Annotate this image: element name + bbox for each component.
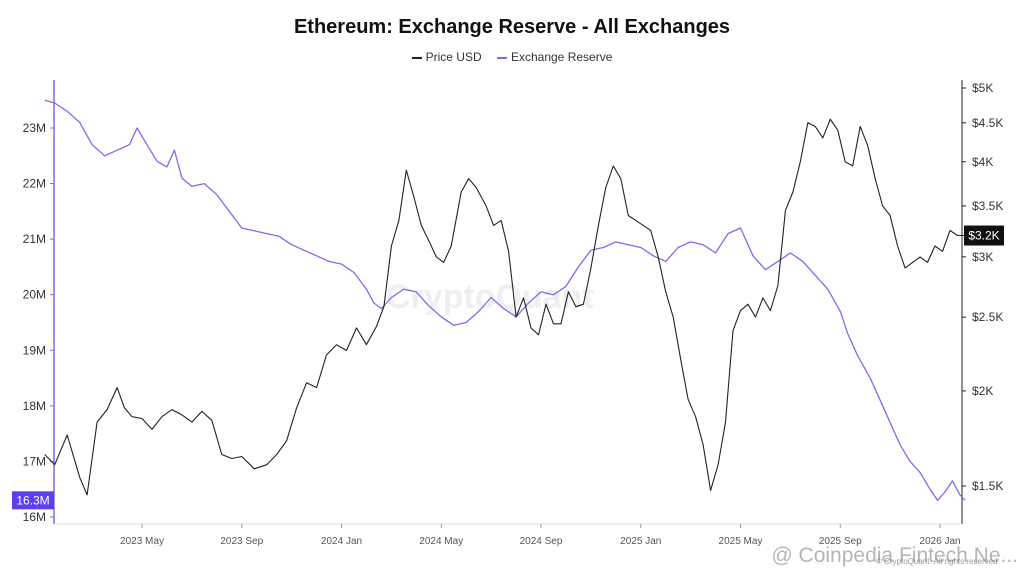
legend-item-price[interactable]: Price USD bbox=[411, 50, 485, 64]
y-right-tick-label: $3K bbox=[972, 250, 993, 264]
y-left-tick-label: 19M bbox=[23, 343, 46, 357]
legend-swatch-reserve bbox=[496, 56, 507, 59]
y-left-tick-label: 20M bbox=[23, 288, 46, 302]
legend-label-reserve: Exchange Reserve bbox=[510, 50, 613, 64]
labels-layer: 16M 17M 18M 19M 20M 21M 22M 23M $1.5K $2K $2.5K $3K… bbox=[12, 81, 1004, 547]
watermark-copyright: © CryptoQuant. All rights reserved bbox=[876, 557, 998, 566]
y-left-tick-label: 17M bbox=[23, 454, 46, 468]
y-right-tick-label: $4K bbox=[972, 155, 993, 169]
x-tick-label: 2024 May bbox=[419, 536, 463, 547]
y-right-tick-label: $4.5K bbox=[972, 116, 1003, 130]
y-left-tick-label: 16M bbox=[23, 510, 46, 524]
chart-title: Ethereum: Exchange Reserve - All Exchang… bbox=[293, 16, 731, 38]
series-layer bbox=[44, 99, 966, 501]
price-usd-line bbox=[44, 118, 965, 496]
y-left-tick-label: 21M bbox=[23, 232, 46, 246]
y-right-tick-label: $5K bbox=[972, 81, 993, 95]
x-tick-label: 2023 May bbox=[120, 536, 164, 547]
y-left-tick-label: 22M bbox=[23, 177, 46, 191]
y-left-tick-label: 23M bbox=[23, 121, 46, 135]
legend-item-reserve[interactable]: Exchange Reserve bbox=[496, 50, 613, 64]
current-reserve-badge bbox=[12, 491, 54, 510]
current-price-badge bbox=[964, 225, 1004, 246]
y-right-tick-label: $3.5K bbox=[972, 199, 1003, 213]
exchange-reserve-line bbox=[44, 99, 966, 501]
legend-label-price: Price USD bbox=[425, 50, 482, 64]
y-right-tick-label: $2.5K bbox=[972, 310, 1003, 324]
x-tick-label: 2024 Sep bbox=[520, 536, 563, 547]
current-reserve-label: 16.3M bbox=[16, 493, 49, 507]
legend-swatch-price bbox=[411, 56, 422, 59]
x-tick-label: 2025 Jan bbox=[620, 536, 661, 547]
y-left-tick-label: 18M bbox=[23, 399, 46, 413]
x-tick-label: 2026 Jan bbox=[919, 536, 960, 547]
x-tick-label: 2025 Sep bbox=[819, 536, 862, 547]
axes-layer bbox=[50, 80, 966, 528]
y-right-tick-label: $2K bbox=[972, 384, 993, 398]
watermark-source: @ Coinpedia Fintech Ne... bbox=[771, 544, 1018, 567]
legend: Price USD Exchange Reserve bbox=[0, 50, 1024, 64]
y-right-tick-label: $1.5K bbox=[972, 479, 1003, 493]
x-tick-label: 2025 May bbox=[719, 536, 763, 547]
x-tick-label: 2024 Jan bbox=[321, 536, 362, 547]
x-tick-label: 2023 Sep bbox=[220, 536, 263, 547]
current-price-label: $3.2K bbox=[968, 229, 999, 243]
